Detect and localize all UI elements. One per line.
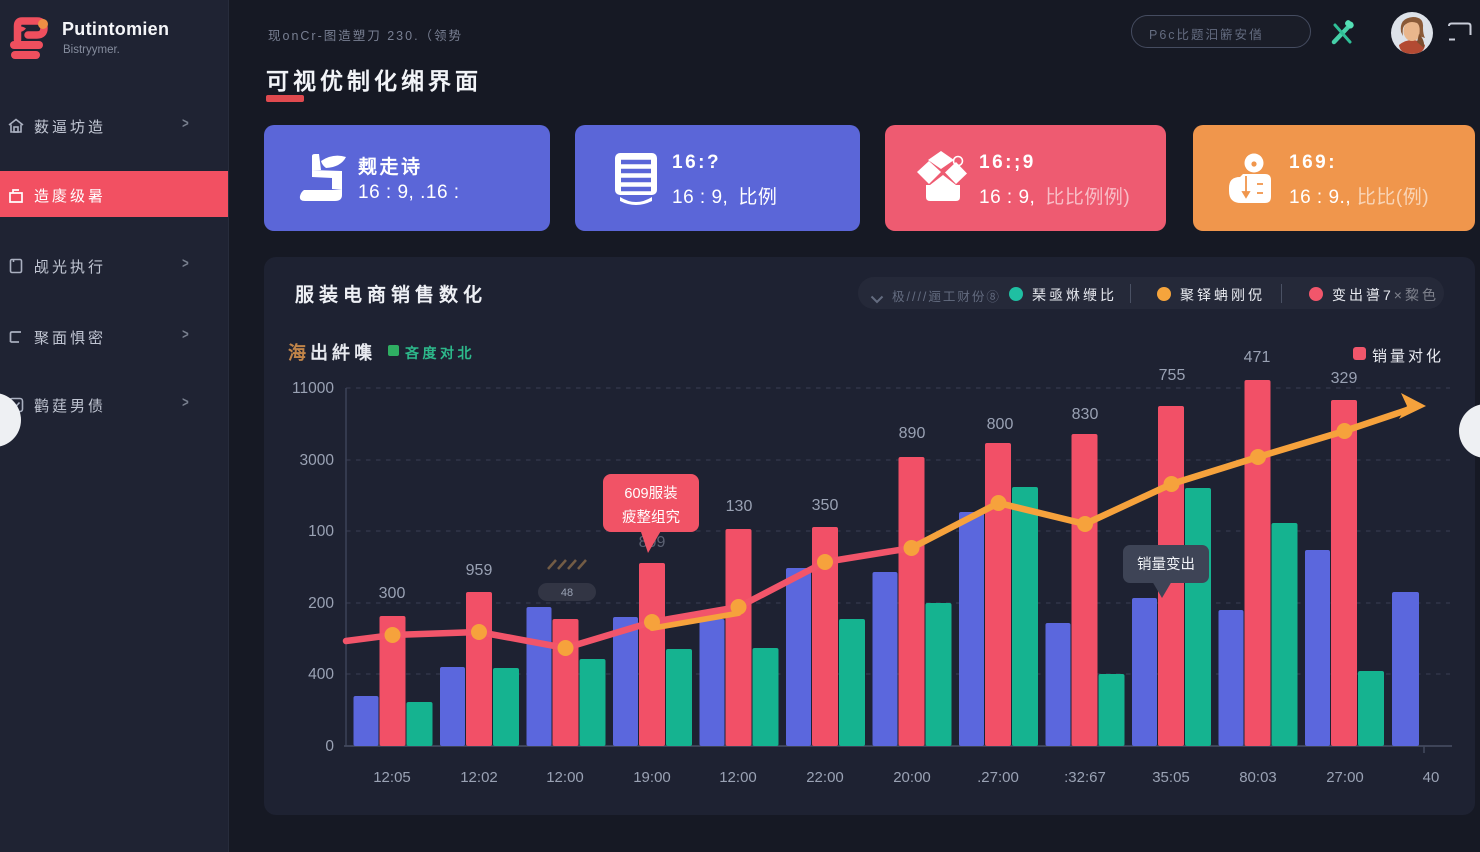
svg-text:800: 800 [987, 416, 1014, 433]
svg-text:755: 755 [1159, 367, 1186, 384]
svg-text:疲整组究: 疲整组究 [622, 509, 680, 526]
svg-text:130: 130 [726, 498, 753, 515]
svg-text:200: 200 [308, 595, 334, 612]
svg-text:80:03: 80:03 [1239, 769, 1277, 786]
svg-text:329: 329 [1331, 370, 1358, 387]
svg-text:400: 400 [308, 666, 334, 683]
svg-text:22:00: 22:00 [806, 769, 844, 786]
svg-text:.27:00: .27:00 [977, 769, 1019, 786]
svg-text:11000: 11000 [292, 380, 334, 397]
svg-text:471: 471 [1244, 349, 1271, 366]
svg-text:350: 350 [812, 497, 839, 514]
svg-text:830: 830 [1072, 406, 1099, 423]
svg-text:12:00: 12:00 [546, 769, 584, 786]
svg-text:40: 40 [1423, 769, 1440, 786]
svg-text:27:00: 27:00 [1326, 769, 1364, 786]
svg-text:300: 300 [379, 585, 406, 602]
svg-text:12:00: 12:00 [719, 769, 757, 786]
svg-text:12:02: 12:02 [460, 769, 498, 786]
svg-text:890: 890 [899, 425, 926, 442]
svg-text:12:05: 12:05 [373, 769, 411, 786]
svg-text::32:67: :32:67 [1064, 769, 1106, 786]
svg-text:959: 959 [466, 562, 493, 579]
svg-text:20:00: 20:00 [893, 769, 931, 786]
svg-text:销量变出: 销量变出 [1137, 556, 1195, 573]
svg-text:609服装: 609服装 [624, 485, 677, 502]
svg-text:100: 100 [308, 523, 334, 540]
svg-text:35:05: 35:05 [1152, 769, 1190, 786]
svg-text:3000: 3000 [300, 452, 335, 469]
svg-text:19:00: 19:00 [633, 769, 671, 786]
svg-text:48: 48 [561, 587, 573, 599]
svg-text:0: 0 [325, 738, 334, 755]
